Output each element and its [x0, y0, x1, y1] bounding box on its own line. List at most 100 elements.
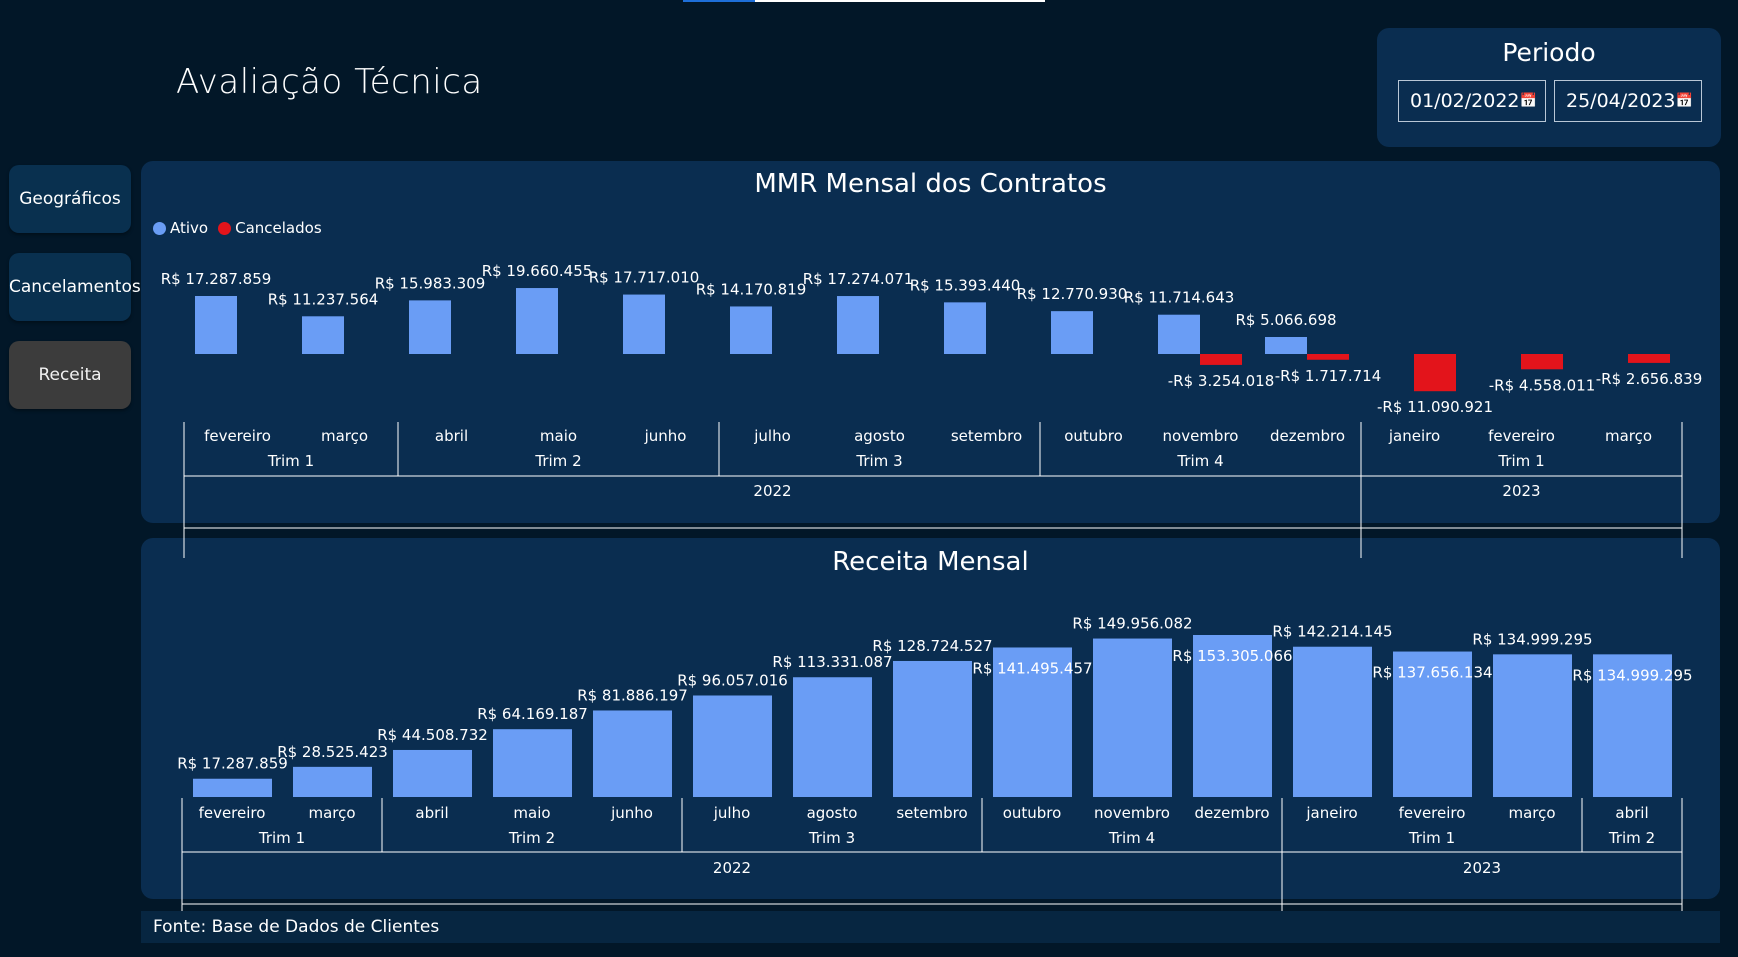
- data-label-ativo: R$ 14.170.819: [696, 280, 807, 298]
- bar-receita: [1193, 635, 1272, 797]
- month-tick-label: julho: [713, 804, 751, 822]
- bar-cancelados: [1307, 354, 1349, 360]
- data-label-receita: R$ 128.724.527: [872, 637, 992, 655]
- month-tick-label: maio: [513, 804, 550, 822]
- source-footer: Fonte: Base de Dados de Clientes: [141, 911, 1720, 943]
- calendar-icon[interactable]: 📅: [1519, 93, 1537, 109]
- data-label-ativo: R$ 11.714.643: [1124, 289, 1235, 307]
- data-label-receita: R$ 113.331.087: [772, 653, 892, 671]
- quarter-tick-label: Trim 1: [1497, 452, 1544, 470]
- bar-receita: [693, 695, 772, 797]
- bar-cancelados: [1521, 354, 1563, 370]
- bar-receita: [1393, 651, 1472, 797]
- data-label-receita: R$ 149.956.082: [1072, 615, 1192, 633]
- end-date-input[interactable]: 25/04/2023 📅: [1554, 80, 1702, 122]
- data-label-receita: R$ 134.999.295: [1472, 630, 1592, 648]
- month-tick-label: março: [1605, 427, 1652, 445]
- bar-receita: [893, 660, 972, 797]
- nav-button-label: Receita: [38, 365, 102, 385]
- nav-button-receita[interactable]: Receita: [9, 341, 131, 409]
- bar-ativo: [1265, 337, 1307, 354]
- start-date-input[interactable]: 01/02/2022 📅: [1398, 80, 1546, 122]
- quarter-tick-label: Trim 3: [855, 452, 902, 470]
- bar-ativo: [1158, 314, 1200, 354]
- data-label-receita: R$ 81.886.197: [577, 686, 688, 704]
- end-date-value: 25/04/2023: [1566, 90, 1676, 112]
- bar-ativo: [516, 288, 558, 354]
- month-tick-label: janeiro: [1305, 804, 1357, 822]
- bar-receita: [193, 778, 272, 797]
- bar-receita: [993, 647, 1072, 797]
- legend-label-ativo: Ativo: [170, 219, 209, 237]
- month-tick-label: julho: [753, 427, 791, 445]
- month-tick-label: abril: [415, 804, 448, 822]
- month-tick-label: fevereiro: [199, 804, 266, 822]
- bar-cancelados: [1200, 354, 1242, 365]
- month-tick-label: março: [321, 427, 368, 445]
- quarter-tick-label: Trim 2: [534, 452, 581, 470]
- nav-button-cancelamentos[interactable]: Cancelamentos: [9, 253, 141, 321]
- month-tick-label: agosto: [807, 804, 858, 822]
- data-label-receita: R$ 142.214.145: [1272, 623, 1392, 641]
- month-tick-label: agosto: [854, 427, 905, 445]
- month-tick-label: dezembro: [1270, 427, 1345, 445]
- bar-ativo: [195, 296, 237, 354]
- calendar-icon[interactable]: 📅: [1675, 93, 1693, 109]
- mmr-chart-title: MMR Mensal dos Contratos: [754, 169, 1107, 199]
- data-label-ativo: R$ 12.770.930: [1017, 285, 1128, 303]
- quarter-tick-label: Trim 3: [808, 829, 855, 847]
- data-label-ativo: R$ 17.717.010: [589, 269, 700, 287]
- nav-button-label: Geográficos: [19, 189, 121, 209]
- month-tick-label: março: [308, 804, 355, 822]
- year-tick-label: 2022: [713, 859, 751, 877]
- month-tick-label: junho: [610, 804, 653, 822]
- legend-item-ativo[interactable]: Ativo: [153, 219, 208, 237]
- bar-ativo: [623, 294, 665, 354]
- quarter-tick-label: Trim 2: [508, 829, 555, 847]
- month-tick-label: novembro: [1163, 427, 1239, 445]
- mmr-chart-legend: Ativo Cancelados: [153, 219, 328, 237]
- data-label-receita: R$ 96.057.016: [677, 671, 788, 689]
- data-label-receita: R$ 64.169.187: [477, 705, 588, 723]
- data-label-ativo: R$ 17.287.859: [161, 270, 272, 288]
- month-tick-label: fevereiro: [1399, 804, 1466, 822]
- data-label-receita: R$ 44.508.732: [377, 726, 488, 744]
- receita-chart-title: Receita Mensal: [832, 547, 1029, 577]
- period-title: Periodo: [1502, 38, 1596, 67]
- legend-item-cancelados[interactable]: Cancelados: [218, 219, 322, 237]
- month-tick-label: maio: [540, 427, 577, 445]
- legend-dot-cancelados: [218, 221, 232, 235]
- month-tick-label: dezembro: [1195, 804, 1270, 822]
- month-tick-label: setembro: [896, 804, 967, 822]
- year-tick-label: 2022: [753, 482, 791, 500]
- legend-label-cancelados: Cancelados: [235, 219, 322, 237]
- period-filter: Periodo 01/02/2022 📅 25/04/2023 📅: [1377, 28, 1721, 147]
- data-label-cancelados: -R$ 1.717.714: [1275, 367, 1382, 385]
- data-label-receita: R$ 153.305.066: [1172, 647, 1292, 665]
- month-tick-label: março: [1508, 804, 1555, 822]
- bar-receita: [1493, 654, 1572, 797]
- bar-receita: [493, 729, 572, 797]
- data-label-cancelados: -R$ 2.656.839: [1596, 370, 1703, 388]
- month-tick-label: janeiro: [1388, 427, 1440, 445]
- bar-ativo: [302, 316, 344, 354]
- mmr-chart-panel: MMR Mensal dos Contratos: [141, 161, 1720, 523]
- bar-receita: [1593, 654, 1672, 797]
- top-tab-strip: [683, 0, 1045, 2]
- month-tick-label: novembro: [1094, 804, 1170, 822]
- month-tick-label: setembro: [951, 427, 1022, 445]
- quarter-tick-label: Trim 4: [1176, 452, 1223, 470]
- bar-receita: [293, 766, 372, 797]
- nav-button-geograficos[interactable]: Geográficos: [9, 165, 131, 233]
- bar-receita: [793, 677, 872, 797]
- data-label-ativo: R$ 11.237.564: [268, 290, 379, 308]
- data-label-ativo: R$ 15.983.309: [375, 274, 486, 292]
- quarter-tick-label: Trim 2: [1608, 829, 1655, 847]
- data-label-receita: R$ 17.287.859: [177, 755, 288, 773]
- bar-ativo: [1051, 311, 1093, 354]
- bar-cancelados: [1628, 354, 1670, 363]
- bar-ativo: [837, 296, 879, 354]
- data-label-cancelados: -R$ 4.558.011: [1489, 376, 1596, 394]
- bar-ativo: [944, 302, 986, 354]
